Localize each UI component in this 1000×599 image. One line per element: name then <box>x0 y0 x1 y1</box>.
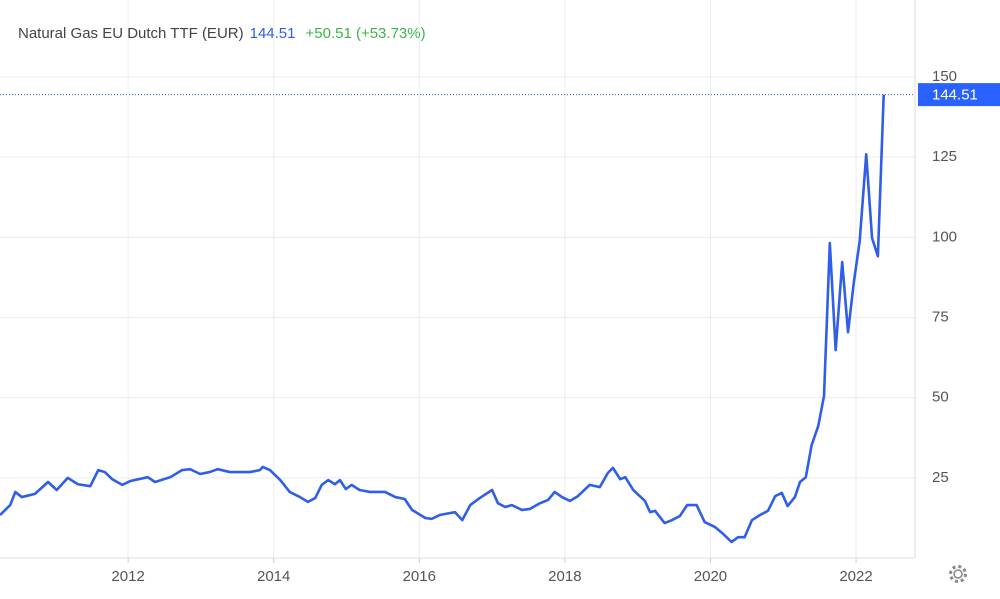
x-tick-label: 2022 <box>839 568 872 585</box>
y-tick-label: 50 <box>932 389 949 406</box>
chart-title: Natural Gas EU Dutch TTF (EUR) <box>18 25 244 42</box>
last-price-label: 144.51 <box>932 87 978 104</box>
settings-icon[interactable] <box>949 565 967 583</box>
y-tick-label: 150 <box>932 68 957 85</box>
y-tick-label: 25 <box>932 469 949 486</box>
x-tick-label: 2018 <box>548 568 581 585</box>
x-tick-label: 2012 <box>111 568 144 585</box>
header-price: 144.51 <box>250 25 296 42</box>
header-change: +50.51 (+53.73%) <box>306 25 426 42</box>
y-tick-label: 75 <box>932 308 949 325</box>
x-tick-label: 2014 <box>257 568 290 585</box>
y-tick-label: 100 <box>932 228 957 245</box>
x-tick-label: 2016 <box>403 568 436 585</box>
settings-icon-center <box>953 569 963 579</box>
header: Natural Gas EU Dutch TTF (EUR) 144.51 +50.… <box>18 25 426 42</box>
last-price-box <box>918 83 1000 107</box>
x-tick-label: 2020 <box>694 568 727 585</box>
y-tick-label: 125 <box>932 148 957 165</box>
settings-icon-teeth <box>949 565 967 583</box>
price-line <box>0 94 885 544</box>
